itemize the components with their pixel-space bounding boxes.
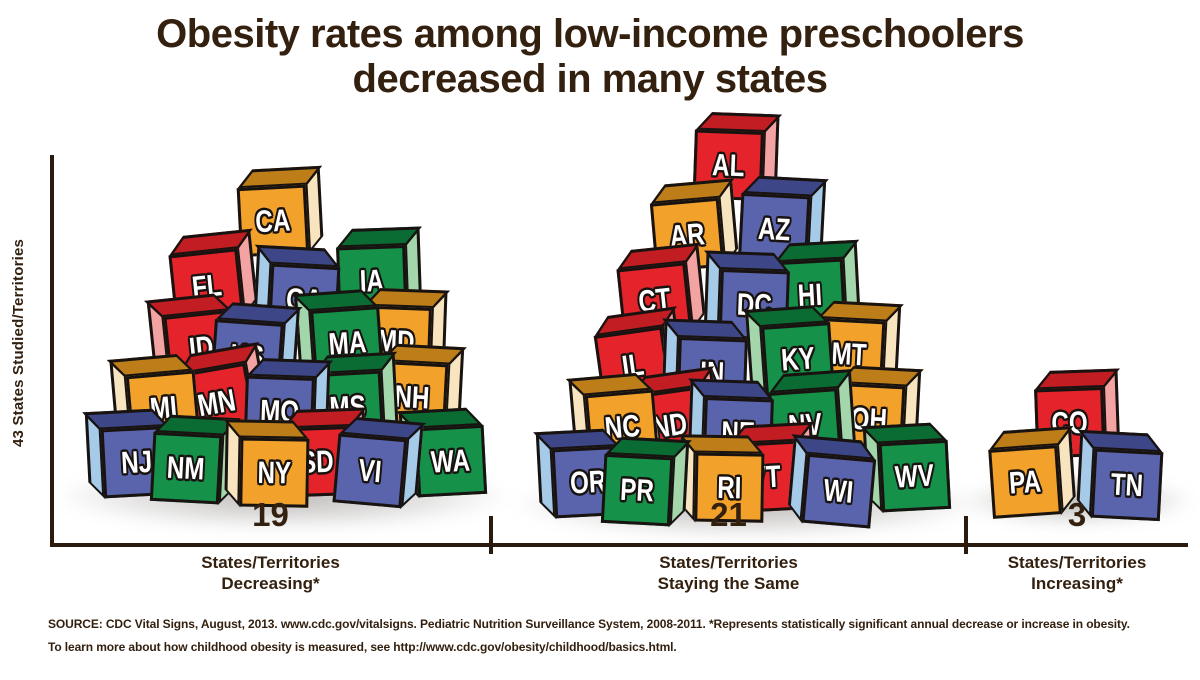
- label-increasing-line2: Increasing*: [1031, 574, 1123, 593]
- block-front-face: NM: [149, 431, 223, 505]
- page-title: Obesity rates among low-income preschool…: [0, 12, 1180, 102]
- block-state-label: NM: [166, 449, 206, 487]
- block-state-label: WA: [430, 442, 472, 480]
- axis-tick-2: [964, 516, 968, 554]
- block-state-label: WV: [894, 457, 936, 495]
- label-decreasing: States/Territories Decreasing*: [50, 552, 491, 594]
- label-increasing-line1: States/Territories: [1007, 553, 1147, 572]
- x-axis-line: [50, 543, 1188, 547]
- block-front-face: WA: [414, 424, 488, 498]
- block-state-label: AZ: [757, 210, 792, 247]
- block-state-label: VI: [356, 451, 383, 489]
- y-axis-line: [50, 155, 54, 547]
- label-decreasing-line2: Decreasing*: [221, 574, 320, 593]
- label-increasing: States/Territories Increasing*: [966, 552, 1188, 594]
- label-staying: States/Territories Staying the Same: [491, 552, 966, 594]
- label-decreasing-line1: States/Territories: [201, 553, 340, 572]
- count-staying: 21: [710, 496, 747, 533]
- count-decreasing: 19: [252, 496, 289, 533]
- source-text-line1: SOURCE: CDC Vital Signs, August, 2013. w…: [48, 617, 1130, 631]
- label-staying-line2: Staying the Same: [657, 574, 800, 593]
- source-text-line2: To learn more about how childhood obesit…: [48, 640, 677, 654]
- axis-tick-1: [489, 516, 493, 554]
- page-title-line1: Obesity rates among low-income preschool…: [156, 12, 1024, 56]
- label-staying-line1: States/Territories: [659, 553, 798, 572]
- block-state-label: NJ: [120, 443, 154, 480]
- y-axis-label: 43 States Studied/Territories: [10, 238, 27, 447]
- page-title-line2: decreased in many states: [352, 57, 828, 101]
- block-state-label: CA: [254, 201, 292, 239]
- count-increasing: 3: [1067, 496, 1087, 533]
- block-state-label: NY: [257, 454, 292, 490]
